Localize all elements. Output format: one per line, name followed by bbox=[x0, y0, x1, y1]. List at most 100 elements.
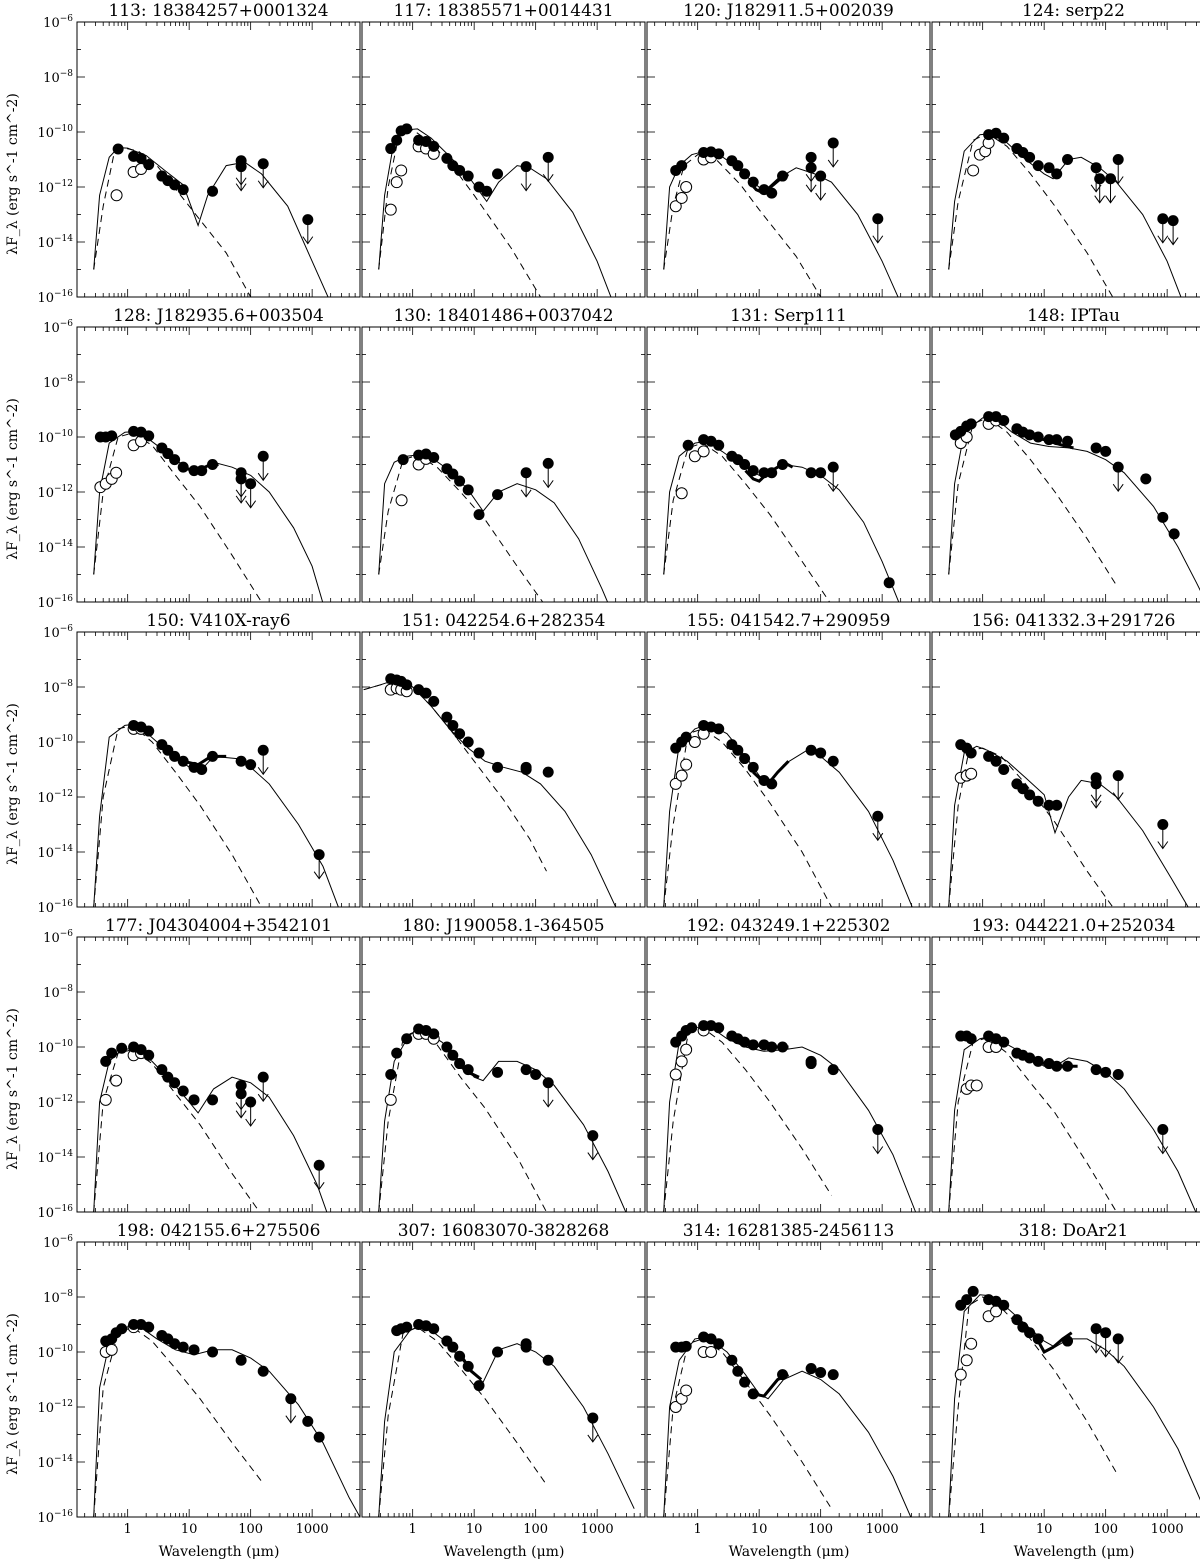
upper-limit-arrowhead bbox=[245, 1118, 257, 1127]
x-tick-label: 1 bbox=[124, 1522, 132, 1537]
dereddened-point bbox=[675, 1055, 688, 1068]
y-tick-label: 10−10 bbox=[37, 429, 73, 446]
data-point bbox=[1043, 162, 1055, 174]
data-point bbox=[1032, 795, 1044, 807]
model-curve bbox=[378, 454, 609, 602]
upper-limit-arrowhead bbox=[872, 832, 884, 842]
sed-panel-frame: 130: 18401486+0037042 bbox=[361, 306, 646, 603]
photosphere-curve bbox=[378, 1326, 547, 1517]
data-point bbox=[420, 687, 432, 699]
panel-frame bbox=[361, 21, 646, 298]
sed-panel-frame: 156: 041332.3+291726 bbox=[931, 611, 1200, 908]
y-tick-label: 10−16 bbox=[37, 1204, 73, 1221]
upper-limit-arrowhead bbox=[1157, 1146, 1169, 1155]
panel-title: 156: 041332.3+291726 bbox=[972, 611, 1176, 631]
upper-limit bbox=[257, 744, 269, 776]
panel-title: 318: DoAr21 bbox=[1019, 1221, 1128, 1241]
data-point bbox=[143, 725, 155, 737]
dereddened-point bbox=[680, 758, 693, 771]
data-point bbox=[713, 1022, 725, 1034]
data-point bbox=[428, 1028, 440, 1040]
panel-frame bbox=[646, 21, 931, 298]
data-point bbox=[1062, 1060, 1074, 1072]
data-point bbox=[777, 170, 789, 182]
model-curve bbox=[93, 147, 329, 297]
data-point bbox=[441, 711, 453, 723]
data-point bbox=[492, 489, 504, 501]
dereddened-point bbox=[390, 176, 403, 189]
data-point bbox=[1032, 160, 1044, 172]
data-point bbox=[686, 1022, 698, 1034]
data-point bbox=[990, 755, 1002, 767]
upper-limit bbox=[827, 137, 839, 168]
data-point bbox=[428, 1323, 440, 1335]
data-point bbox=[1062, 435, 1074, 447]
data-point bbox=[732, 1365, 744, 1377]
upper-limit bbox=[1112, 154, 1124, 185]
data-point bbox=[385, 143, 397, 155]
upper-limit-arrowhead bbox=[1157, 841, 1169, 850]
dereddened-point bbox=[965, 767, 978, 780]
sed-panel-frame: 10−16 10−14 10−12 10−10 10−8 10−6 177: J043040… bbox=[37, 916, 361, 1221]
sed-panel bbox=[378, 448, 609, 602]
upper-limit bbox=[520, 467, 532, 498]
sed-panel-frame: 148: IPTau bbox=[931, 306, 1200, 603]
panel-title: 117: 18385571+0014431 bbox=[393, 1, 613, 21]
sed-panel bbox=[378, 123, 612, 297]
data-point bbox=[998, 414, 1010, 426]
data-point bbox=[428, 140, 440, 152]
y-tick-label: 10−10 bbox=[37, 1344, 73, 1361]
upper-limit-arrowhead bbox=[872, 1146, 884, 1155]
sed-panel bbox=[93, 719, 339, 907]
data-point bbox=[805, 1363, 817, 1375]
panel-title: 124: serp22 bbox=[1022, 1, 1125, 21]
data-point bbox=[257, 1365, 269, 1377]
upper-limit-arrowhead bbox=[587, 1434, 599, 1443]
model-curve bbox=[378, 128, 612, 297]
model-curve bbox=[948, 132, 1182, 297]
upper-limit bbox=[245, 1096, 257, 1127]
data-point bbox=[156, 1064, 168, 1076]
upper-limit-arrowhead bbox=[520, 489, 532, 498]
sed-panel bbox=[948, 1030, 1197, 1212]
photosphere-curve bbox=[93, 432, 262, 602]
upper-limit bbox=[1100, 1327, 1112, 1358]
upper-limit-arrowhead bbox=[1090, 1345, 1102, 1354]
upper-limit-arrowhead bbox=[827, 483, 839, 493]
data-point bbox=[1062, 1335, 1074, 1347]
upper-limit-arrowhead bbox=[805, 184, 817, 193]
x-axis-label: Wavelength (μm) bbox=[1014, 1544, 1135, 1560]
sed-panel bbox=[663, 1331, 912, 1517]
sed-panel bbox=[663, 719, 913, 907]
y-tick-label: 10−6 bbox=[43, 319, 73, 336]
data-point bbox=[143, 159, 155, 171]
data-point bbox=[401, 1033, 413, 1045]
data-point bbox=[747, 1039, 759, 1051]
y-tick-label: 10−14 bbox=[37, 234, 73, 251]
data-point bbox=[998, 764, 1010, 775]
data-point bbox=[805, 744, 817, 756]
panel-title: 198: 042155.6+275506 bbox=[117, 1221, 321, 1241]
data-point bbox=[739, 168, 751, 180]
data-point bbox=[815, 467, 827, 479]
model-curve bbox=[378, 1028, 627, 1212]
panel-frame bbox=[646, 936, 931, 1213]
upper-limit bbox=[1157, 819, 1169, 850]
sed-panel-grid: 10−16 10−14 10−12 10−10 10−8 10−6 113: 1838425… bbox=[37, 1, 1200, 1537]
sed-panel-frame: 1 10 100 1000 307: 16083070-3828268 bbox=[361, 1221, 646, 1537]
y-tick-label: 10−6 bbox=[43, 929, 73, 946]
data-point bbox=[805, 1058, 817, 1070]
sed-panel bbox=[378, 1319, 635, 1517]
sed-panel-frame: 10−16 10−14 10−12 10−10 10−8 10−6 1 10 100 1000 19… bbox=[37, 1221, 361, 1537]
upper-limit bbox=[245, 478, 257, 509]
sed-panel bbox=[663, 137, 899, 297]
x-tick-label: 1 bbox=[409, 1522, 417, 1537]
sed-panel-frame: 155: 041542.7+290959 bbox=[646, 611, 931, 908]
upper-limit-arrowhead bbox=[235, 495, 247, 504]
sed-panel-frame: 10−16 10−14 10−12 10−10 10−8 10−6 113: 1838425… bbox=[37, 1, 361, 306]
y-tick-label: 10−14 bbox=[37, 1454, 73, 1471]
data-point bbox=[732, 744, 744, 756]
upper-limit-arrowhead bbox=[1157, 235, 1169, 244]
upper-limit bbox=[1157, 213, 1169, 244]
data-point bbox=[732, 160, 744, 172]
